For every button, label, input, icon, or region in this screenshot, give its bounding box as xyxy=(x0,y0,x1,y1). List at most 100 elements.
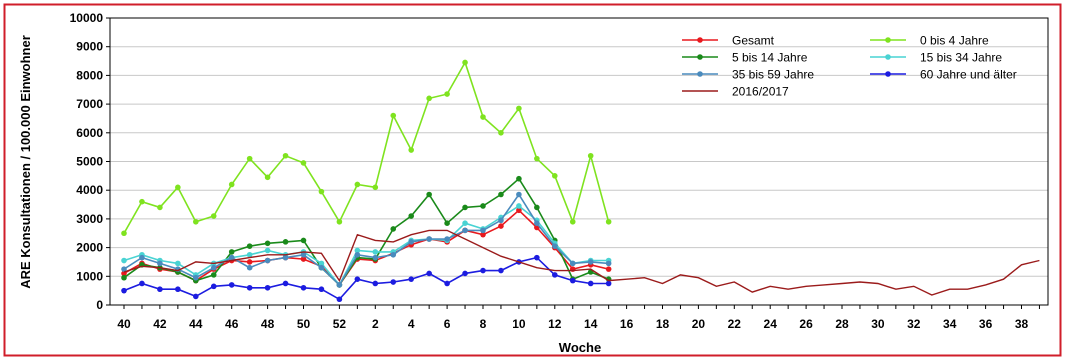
data-point xyxy=(480,114,486,120)
data-point xyxy=(282,239,289,245)
legend-label: 5 bis 14 Jahre xyxy=(732,51,808,65)
y-tick-label: 8000 xyxy=(76,68,103,82)
data-point xyxy=(426,236,432,242)
data-point xyxy=(175,260,181,267)
data-point xyxy=(228,249,235,255)
data-point xyxy=(300,256,307,262)
data-point xyxy=(121,287,127,294)
y-tick-label: 10000 xyxy=(70,11,104,25)
data-point xyxy=(372,249,379,255)
data-point xyxy=(246,155,253,162)
data-point xyxy=(121,257,127,264)
data-point xyxy=(318,188,325,195)
data-point xyxy=(157,260,163,267)
data-point xyxy=(426,270,432,277)
data-point xyxy=(390,112,397,119)
legend-swatch-marker xyxy=(697,71,703,77)
series-5 xyxy=(121,254,612,303)
data-point xyxy=(228,254,235,261)
data-point xyxy=(408,276,415,282)
data-point xyxy=(246,259,253,265)
legend: Gesamt 0 bis 4 Jahre 5 bis 14 Jahre 15 bis … xyxy=(682,34,1017,99)
data-point xyxy=(569,277,576,284)
x-tick-label: 4 xyxy=(408,317,415,331)
grid xyxy=(110,46,1048,277)
data-point xyxy=(444,280,450,287)
data-point xyxy=(408,239,415,245)
data-point xyxy=(210,213,217,219)
data-point xyxy=(587,280,594,287)
data-point xyxy=(444,236,450,242)
outer-border xyxy=(3,3,1062,357)
data-point xyxy=(354,251,361,258)
data-point xyxy=(139,254,145,261)
x-tick-label: 38 xyxy=(1015,317,1029,331)
data-point xyxy=(210,272,217,278)
data-point xyxy=(587,259,594,265)
x-tick-label: 36 xyxy=(979,317,993,331)
legend-item: 2016/2017 xyxy=(682,85,789,99)
data-point xyxy=(318,264,325,271)
data-point xyxy=(264,257,271,264)
data-point xyxy=(605,260,612,267)
data-point xyxy=(282,152,289,159)
legend-label: 15 bis 34 Jahre xyxy=(920,51,1002,65)
x-tick-label: 42 xyxy=(153,317,167,331)
data-point xyxy=(569,260,576,267)
y-axis-label: ARE Konsultationen / 100.000 Einwohner xyxy=(18,35,33,289)
y-tick-label: 6000 xyxy=(76,126,103,140)
data-point xyxy=(318,260,325,267)
data-point xyxy=(426,191,432,198)
data-point xyxy=(390,251,397,258)
data-point xyxy=(300,251,307,258)
x-tick-label: 16 xyxy=(620,317,634,331)
series-line xyxy=(123,256,609,301)
data-point xyxy=(264,240,271,247)
legend-item: 15 bis 34 Jahre xyxy=(870,51,1002,65)
y-tick-label: 1000 xyxy=(76,269,103,283)
series-1 xyxy=(121,59,612,237)
data-point xyxy=(300,237,307,244)
axes: 0100020003000400050006000700080009000100… xyxy=(70,11,1040,331)
x-tick-label: 50 xyxy=(297,317,311,331)
data-point xyxy=(175,184,181,191)
x-tick-label: 44 xyxy=(189,317,203,331)
data-point xyxy=(121,274,127,281)
data-point xyxy=(193,293,199,300)
data-point xyxy=(498,130,504,136)
series-6 xyxy=(123,229,1040,296)
y-tick-label: 0 xyxy=(96,298,103,312)
x-axis-label: Woche xyxy=(559,340,601,355)
data-point xyxy=(605,218,612,225)
data-point xyxy=(264,247,271,254)
data-point xyxy=(498,267,504,274)
x-tick-label: 18 xyxy=(656,317,670,331)
data-point xyxy=(372,280,379,287)
data-point xyxy=(480,267,486,274)
data-point xyxy=(408,147,415,153)
x-tick-label: 48 xyxy=(261,317,275,331)
series-group xyxy=(121,59,1040,303)
legend-label: 35 bis 59 Jahre xyxy=(732,68,814,82)
data-point xyxy=(139,280,145,287)
data-point xyxy=(121,230,127,237)
series-line xyxy=(123,205,609,287)
legend-label: 2016/2017 xyxy=(732,85,789,99)
data-point xyxy=(175,286,181,293)
data-point xyxy=(354,276,361,282)
data-point xyxy=(480,227,486,234)
data-point xyxy=(372,184,379,191)
data-point xyxy=(516,105,522,112)
x-tick-label: 40 xyxy=(117,317,131,331)
data-point xyxy=(390,279,397,285)
legend-item: 0 bis 4 Jahre xyxy=(870,34,989,48)
x-tick-label: 22 xyxy=(728,317,742,331)
data-point xyxy=(534,155,540,162)
data-point xyxy=(587,152,594,159)
data-point xyxy=(552,173,558,179)
data-point xyxy=(139,198,145,205)
data-point xyxy=(462,220,468,227)
legend-swatch-marker xyxy=(697,54,703,60)
data-point xyxy=(516,207,522,214)
